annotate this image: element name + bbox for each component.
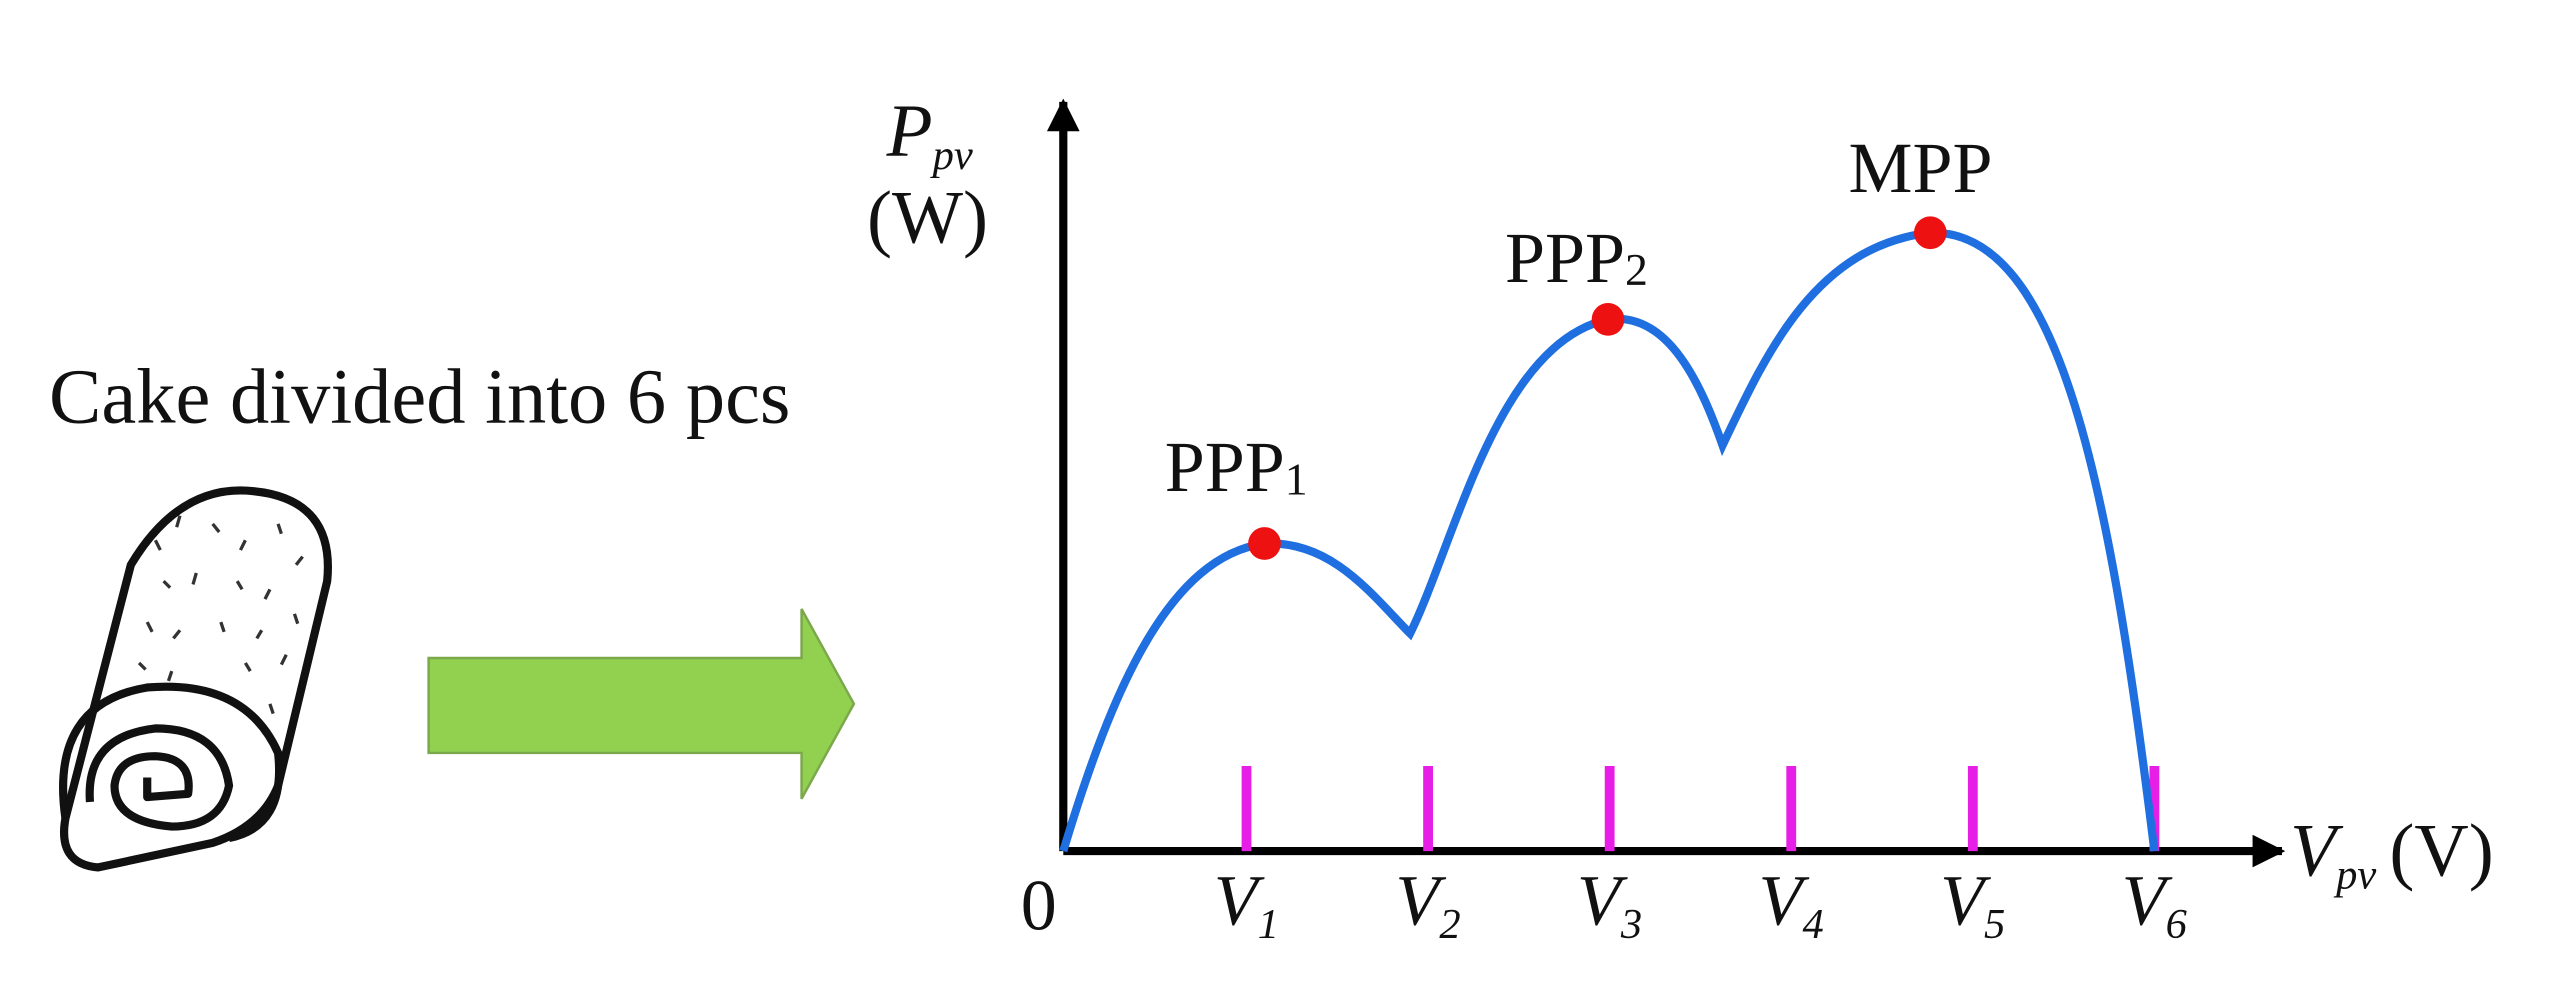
tick-label: V2: [1395, 861, 1460, 948]
tick-label: V3: [1577, 861, 1642, 948]
caption: Cake divided into 6 pcs: [49, 352, 790, 439]
cake-icon: [59, 486, 332, 872]
origin-label: 0: [1021, 866, 1057, 946]
y-axis-label: Ppv: [886, 90, 973, 179]
x-axis-label: Vpv (V): [2290, 810, 2494, 899]
tick-label: V5: [1940, 861, 2005, 948]
y-axis-unit: (W): [867, 177, 988, 260]
tick-label: V1: [1214, 861, 1279, 948]
peak-point: [1913, 216, 1947, 250]
peak-label: PPP1: [1165, 427, 1308, 507]
peak-label: PPP2: [1505, 218, 1648, 298]
peak-label: MPP: [1849, 128, 1993, 208]
peak-point: [1591, 303, 1625, 336]
tick-label: V4: [1759, 861, 1824, 948]
arrow: [427, 608, 856, 800]
tick-label: V6: [2122, 861, 2188, 948]
peak-point: [1248, 527, 1281, 560]
